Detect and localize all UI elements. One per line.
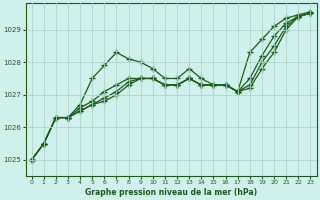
X-axis label: Graphe pression niveau de la mer (hPa): Graphe pression niveau de la mer (hPa) xyxy=(85,188,257,197)
